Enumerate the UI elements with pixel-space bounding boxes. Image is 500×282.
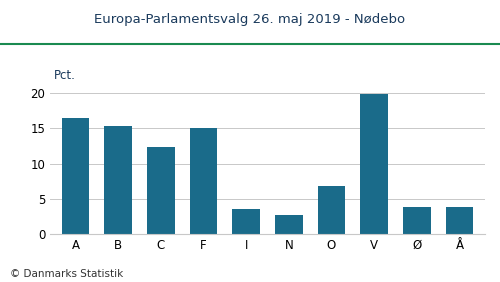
Text: © Danmarks Statistik: © Danmarks Statistik	[10, 269, 123, 279]
Bar	[232, 209, 260, 234]
Bar	[62, 118, 90, 234]
Bar	[360, 94, 388, 234]
Bar	[104, 126, 132, 234]
Text: Europa-Parlamentsvalg 26. maj 2019 - Nødebo: Europa-Parlamentsvalg 26. maj 2019 - Nød…	[94, 13, 406, 26]
Bar	[318, 186, 345, 234]
Bar	[403, 207, 430, 234]
Bar	[147, 147, 174, 234]
Bar	[275, 215, 302, 234]
Bar	[446, 206, 473, 234]
Bar	[190, 128, 218, 234]
Text: Pct.: Pct.	[54, 69, 76, 83]
